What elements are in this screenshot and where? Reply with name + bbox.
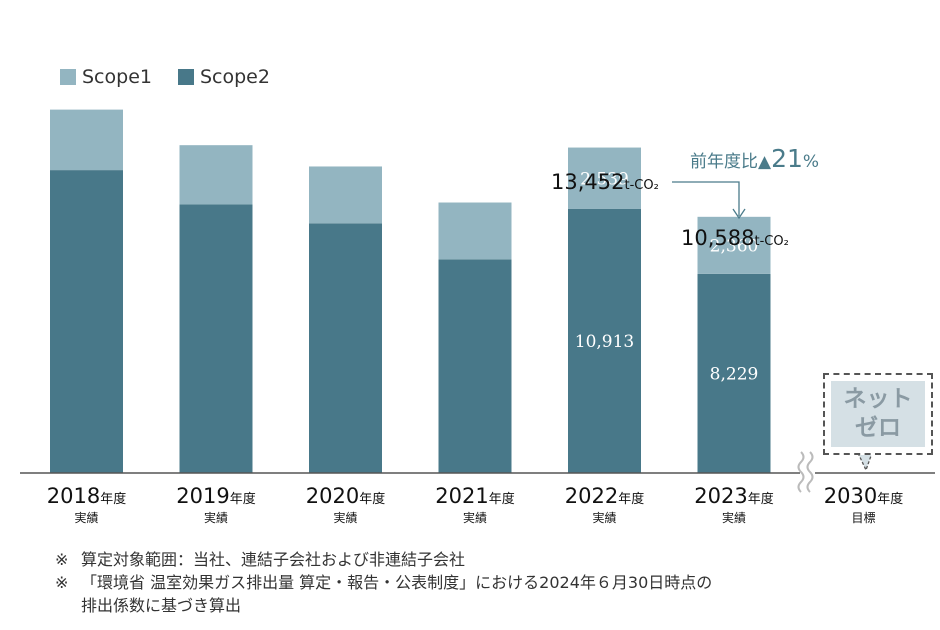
yoy-prefix: 前年度比▲ [690,152,772,172]
bar-scope1-2018 [50,109,123,171]
x-tick-year-suffix: 年度 [747,492,774,507]
bar-scope1-2022 [568,147,641,209]
yoy-arrow-icon [672,181,740,216]
x-tick-year-value: 2022 [564,484,619,508]
footnote-mark [55,594,81,617]
bars-group [50,109,771,474]
bar-scope2-2020 [309,223,382,473]
bar-scope2-2021 [438,259,512,473]
bar-scope1-2023 [697,216,771,274]
yoy-annotation: 前年度比▲21% [690,144,819,173]
bar-labels-group: 2,539 10,913 2,360 8,229 [575,169,759,384]
x-tick-year-value: 2020 [305,484,360,508]
x-tick-year-suffix: 年度 [359,492,386,507]
net-zero-target-label: ネット ゼロ [831,381,925,447]
bar-scope2-2018 [50,170,123,473]
yoy-value: 21 [771,144,803,173]
footnote-2: ※ 「環境省 温室効果ガス排出量 算定・報告・公表制度」における2024年６月3… [55,571,712,594]
x-tick-year: 2019年度 [151,484,281,508]
bar-scope1-2021 [438,202,512,260]
legend: Scope1 Scope2 [60,66,270,88]
footnotes: ※ 算定対象範囲：当社、連結子会社および非連結子会社 ※ 「環境省 温室効果ガス… [55,548,712,617]
legend-swatch-scope2 [177,69,194,85]
x-tick-year-suffix: 年度 [877,492,904,507]
x-tick-year-value: 2018 [46,484,101,508]
total-label-2023: 10,588t-CO₂ [681,226,789,250]
x-tick-year: 2023年度 [669,484,799,508]
x-tick-sublabel: 実績 [592,511,617,525]
x-tick-year: 2021年度 [410,484,540,508]
total-unit-2022: t-CO₂ [624,178,659,193]
footnote-text: 「環境省 温室効果ガス排出量 算定・報告・公表制度」における2024年６月30日… [81,573,713,592]
x-tick-year-suffix: 年度 [618,492,645,507]
x-tick-sublabel: 実績 [462,511,487,525]
data-label-scope1-2022: 2,539 [580,169,629,189]
total-unit-2023: t-CO₂ [754,234,789,249]
x-tick-year-suffix: 年度 [100,492,127,507]
x-tick-year-value: 2030 [823,484,878,508]
total-label-2022: 13,452t-CO₂ [551,170,659,194]
footnote-text: 算定対象範囲：当社、連結子会社および非連結子会社 [81,550,466,569]
legend-item-scope2: Scope2 [177,66,270,88]
x-tick-sublabel: 目標 [851,511,876,525]
bar-scope2-2023 [697,273,771,473]
bar-scope1-2019 [179,145,253,205]
target-line1: ネット [843,386,913,413]
x-tick-year: 2018年度 [22,484,152,508]
x-tick-year-value: 2019 [176,484,230,508]
x-tick-year: 2022年度 [540,484,670,508]
axis-break-icon-2 [806,451,814,493]
footnote-1: ※ 算定対象範囲：当社、連結子会社および非連結子会社 [55,548,712,571]
x-tick-label-2030: 2030年度 目標 [799,484,929,526]
yoy-suffix: % [802,152,820,172]
legend-label-scope1: Scope1 [82,66,152,88]
legend-label-scope2: Scope2 [199,66,270,88]
x-tick-label-2022: 2022年度 実績 [540,484,670,526]
x-tick-label-2018: 2018年度 実績 [22,484,152,526]
x-tick-sublabel: 実績 [721,511,746,525]
bar-scope2-2022 [568,208,641,473]
footnote-mark: ※ [55,550,69,569]
x-tick-sublabel: 実績 [333,511,358,525]
yoy-arrowhead-icon [732,208,746,220]
footnote-mark: ※ [55,573,69,592]
x-tick-year-suffix: 年度 [229,492,256,507]
x-tick-year: 2020年度 [281,484,411,508]
target-line2: ゼロ [855,415,901,441]
data-label-scope1-2023: 2,360 [710,236,759,256]
x-tick-label-2023: 2023年度 実績 [669,484,799,526]
bar-scope1-2020 [309,166,382,224]
x-tick-sublabel: 実績 [74,511,99,525]
x-tick-year-value: 2023 [694,484,748,508]
legend-swatch-scope1 [60,69,76,85]
footnote-3: 排出係数に基づき算出 [55,594,712,617]
x-tick-label-2020: 2020年度 実績 [281,484,411,526]
x-tick-label-2021: 2021年度 実績 [410,484,540,526]
bar-scope2-2019 [179,204,253,474]
footnote-text: 排出係数に基づき算出 [81,596,242,615]
axis-break-icon [797,451,805,493]
net-zero-target-box: ネット ゼロ [823,373,933,455]
data-label-scope2-2022: 10,913 [575,332,634,352]
x-tick-sublabel: 実績 [203,511,228,525]
total-value-2023: 10,588 [681,226,755,250]
total-value-2022: 13,452 [551,170,625,194]
data-label-scope2-2023: 8,229 [710,364,759,384]
x-tick-year-value: 2021 [435,484,489,508]
legend-item-scope1: Scope1 [60,66,152,88]
callout-pointer-icon [857,452,873,472]
x-tick-label-2019: 2019年度 実績 [151,484,281,526]
x-tick-year: 2030年度 [799,484,929,508]
x-tick-year-suffix: 年度 [488,492,515,507]
emissions-bar-chart: 2,539 10,913 2,360 8,229 [20,109,935,493]
